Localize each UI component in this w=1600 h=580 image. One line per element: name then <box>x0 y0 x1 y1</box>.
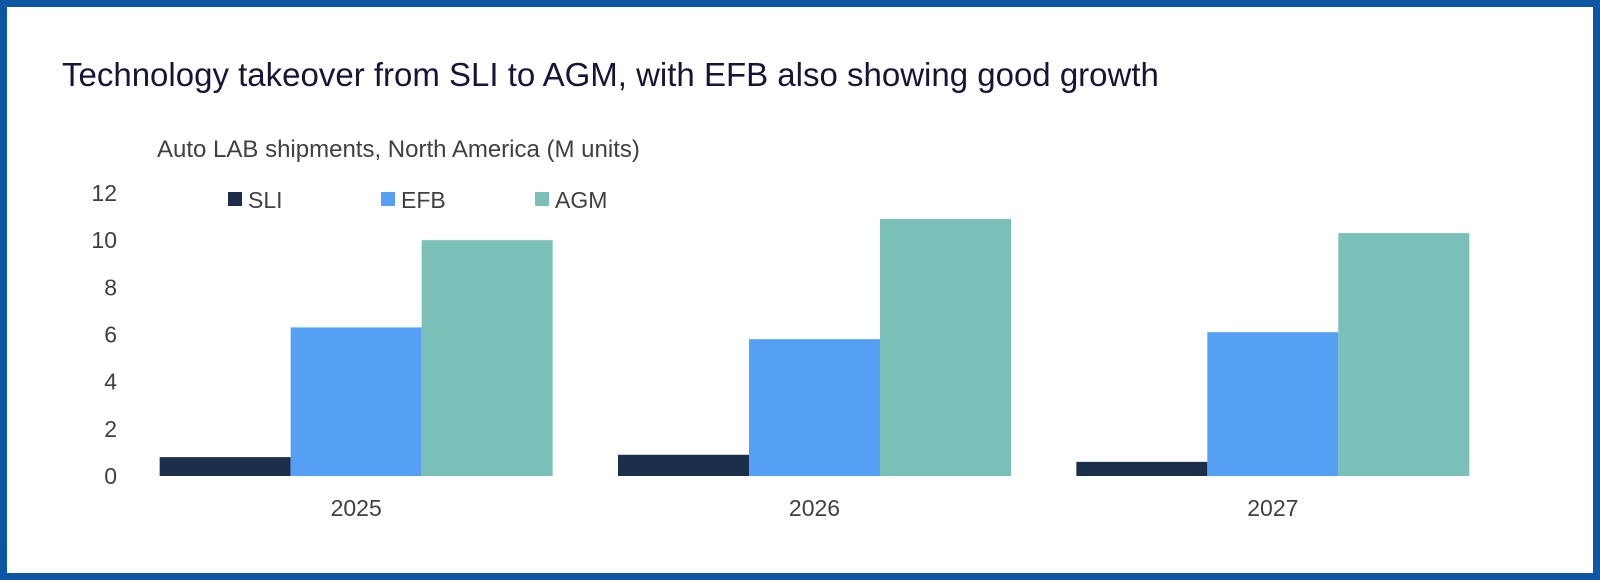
chart-subtitle: Auto LAB shipments, North America (M uni… <box>157 136 640 163</box>
bars <box>159 218 1470 477</box>
bar-agm-2027 <box>1338 233 1470 476</box>
y-tick-label: 8 <box>104 274 117 300</box>
legend-swatch-sli <box>228 192 242 206</box>
x-tick-label: 2025 <box>331 495 382 521</box>
x-tick-label: 2026 <box>789 495 840 521</box>
y-tick-label: 2 <box>104 416 117 442</box>
x-tick-label: 2027 <box>1247 495 1298 521</box>
bar-agm-2026 <box>880 218 1011 477</box>
legend-swatch-agm <box>535 192 549 206</box>
bar-sli-2027 <box>1076 461 1208 476</box>
legend-label-efb: EFB <box>401 187 446 213</box>
bar-agm-2025 <box>421 240 553 476</box>
y-tick-label: 6 <box>104 322 117 348</box>
bar-efb-2026 <box>749 339 880 476</box>
y-axis: 0 2 4 6 8 10 12 <box>91 180 117 489</box>
bar-efb-2027 <box>1207 332 1339 476</box>
bar-sli-2025 <box>159 457 291 476</box>
bar-efb-2025 <box>290 327 422 476</box>
legend-label-agm: AGM <box>555 187 607 213</box>
y-tick-label: 10 <box>91 227 117 253</box>
legend: SLI EFB AGM <box>228 187 607 213</box>
y-tick-label: 0 <box>104 463 117 489</box>
y-tick-label: 12 <box>91 180 117 206</box>
legend-label-sli: SLI <box>248 187 283 213</box>
chart-title: Technology takeover from SLI to AGM, wit… <box>62 56 1159 93</box>
legend-swatch-efb <box>381 192 395 206</box>
bar-sli-2026 <box>618 454 749 476</box>
y-tick-label: 4 <box>104 369 117 395</box>
x-axis: 2025 2026 2027 <box>331 495 1299 521</box>
